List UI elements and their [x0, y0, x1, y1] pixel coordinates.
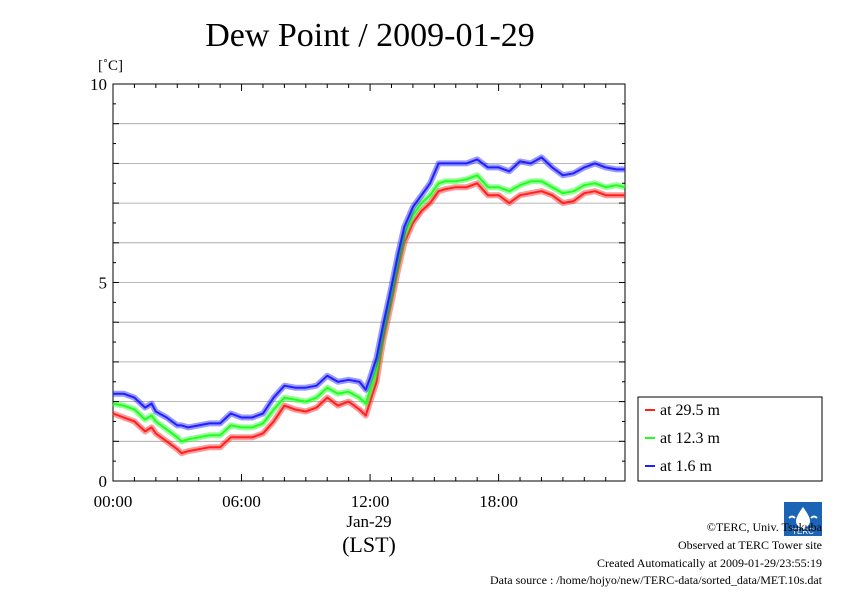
legend-label: at 1.6 m [660, 458, 713, 475]
grid [113, 123, 625, 442]
x-axis-label: (LST) [342, 532, 396, 557]
y-axis-unit: [˚C] [98, 58, 123, 74]
chart-title: Dew Point / 2009-01-29 [205, 17, 535, 54]
series-line [112, 182, 625, 455]
series-layer [111, 154, 626, 457]
date-label: Jan-29 [346, 512, 391, 531]
water-drop-icon [796, 507, 810, 528]
terc-logo: TERC [784, 502, 822, 536]
x-tick-label: 12:00 [351, 492, 390, 511]
y-tick-label: 10 [90, 75, 107, 94]
observed-text: Observed at TERC Tower site [678, 538, 822, 552]
series-line [112, 174, 626, 443]
logo-text: TERC [792, 527, 814, 536]
legend-label: at 29.5 m [660, 402, 721, 419]
wave-icon [788, 515, 818, 519]
x-tick-label: 06:00 [222, 492, 261, 511]
series-band [113, 154, 625, 431]
legend-box [637, 396, 823, 482]
axis-ticks: 0 5 10 00:00 06:00 12:00 18:00 [90, 75, 625, 511]
series-line [113, 156, 625, 429]
created-text: Created Automatically at 2009-01-29/23:5… [597, 556, 822, 570]
x-tick-label: 00:00 [94, 492, 133, 511]
y-tick-label: 5 [99, 274, 108, 293]
y-tick-label: 0 [99, 472, 108, 491]
x-tick-label: 18:00 [479, 492, 518, 511]
copyright-text: ©TERC, Univ. Tsukuba [707, 520, 823, 534]
legend: at 29.5 m at 12.3 m at 1.6 m [637, 396, 823, 482]
legend-label: at 12.3 m [660, 430, 721, 447]
series-band [111, 180, 625, 457]
source-text: Data source : /home/hojyo/new/TERC-data/… [490, 573, 823, 587]
